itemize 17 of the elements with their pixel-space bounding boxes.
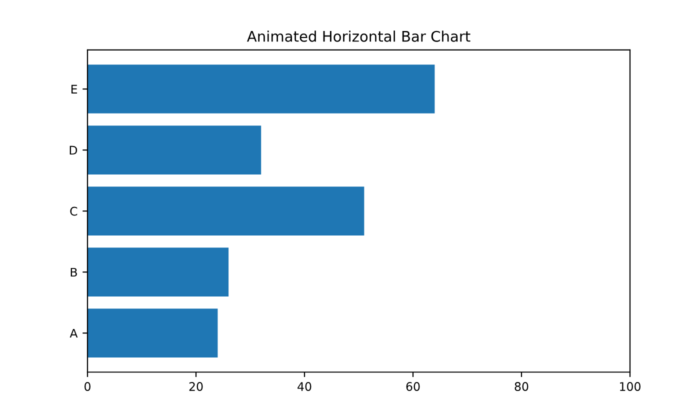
bar: [88, 186, 364, 236]
y-tick-label: E: [71, 84, 78, 94]
bar: [88, 126, 262, 174]
x-tick-label: 40: [298, 382, 312, 391]
bar: [88, 248, 229, 296]
bar: [88, 308, 218, 358]
x-tick-label: 80: [514, 382, 528, 391]
y-tick-label: C: [70, 206, 78, 216]
y-tick-label: B: [70, 268, 77, 277]
x-tick-label: 0: [84, 382, 90, 391]
x-tick-label: 20: [189, 382, 203, 391]
bar: [88, 64, 435, 114]
x-tick-label: 100: [620, 382, 640, 391]
x-tick-label: 60: [406, 382, 420, 391]
chart-title: Animated Horizontal Bar Chart: [246, 30, 470, 42]
y-tick-label: A: [70, 328, 78, 338]
y-tick-label: D: [70, 146, 78, 155]
